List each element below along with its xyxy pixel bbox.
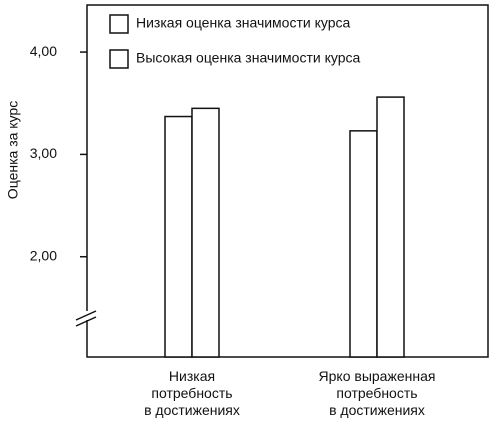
legend-label: Высокая оценка значимости курса [136, 50, 360, 66]
x-tick-label-line: в достижениях [329, 402, 425, 418]
x-tick-label: Низкая потребность в достижениях [144, 368, 240, 418]
axis-break-line [75, 316, 97, 327]
legend-label: Низкая оценка значимости курса [136, 15, 351, 31]
bar [191, 107, 220, 358]
bar [349, 130, 378, 358]
y-axis-label: Оценка за курс [5, 101, 21, 199]
legend-swatch [109, 14, 129, 34]
x-tick-label-line: потребность [336, 385, 417, 401]
x-tick-label: Ярко выраженная потребность в достижениях [319, 368, 436, 418]
x-tick-label-line: в достижениях [144, 402, 240, 418]
bar [164, 115, 193, 358]
axis-break-line [75, 310, 97, 321]
y-tick-label: 3,00 [30, 145, 57, 161]
x-tick-label-line: Ярко выраженная [319, 368, 436, 384]
x-tick-label-line: потребность [151, 385, 232, 401]
bar [376, 96, 405, 358]
x-tick-label-line: Низкая [169, 368, 215, 384]
axis-break [75, 310, 97, 327]
y-tick-label: 4,00 [30, 43, 57, 59]
legend-swatch [109, 49, 129, 69]
y-tick-label: 2,00 [30, 247, 57, 263]
plot-frame [86, 4, 489, 358]
